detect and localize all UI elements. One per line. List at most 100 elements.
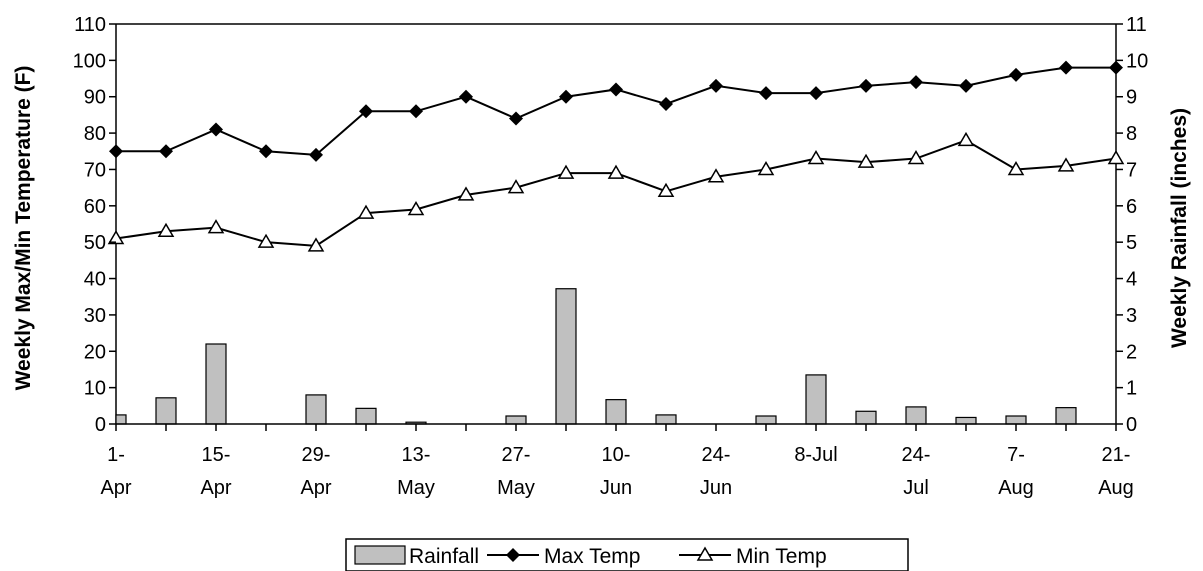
rainfall-bar xyxy=(305,394,327,425)
max-temp-point xyxy=(1059,60,1073,75)
legend-label-rainfall: Rainfall xyxy=(409,545,479,568)
x-tick-label: Aug xyxy=(1098,477,1134,499)
rainfall-bar xyxy=(905,406,927,425)
max-temp-point xyxy=(159,144,173,159)
min-temp-point xyxy=(257,233,275,248)
x-tick-label: 7- xyxy=(1007,444,1025,466)
min-temp-point xyxy=(957,131,975,147)
rainfall-bar xyxy=(655,414,677,425)
x-tick-label: 8-Jul xyxy=(794,444,837,466)
x-tick-label: Jul xyxy=(903,477,929,499)
max-temp-point xyxy=(459,89,473,104)
temperature-lines xyxy=(107,60,1125,252)
y-tick-label-left: 70 xyxy=(84,159,106,181)
max-temp-point xyxy=(359,104,373,119)
y-tick-label-right: 3 xyxy=(1126,305,1137,327)
legend-label-min-temp: Min Temp xyxy=(736,545,827,568)
y-tick-label-left: 50 xyxy=(84,232,106,254)
x-tick-label: 21- xyxy=(1102,444,1131,466)
x-tick-label: 10- xyxy=(602,444,631,466)
legend-label-max-temp: Max Temp xyxy=(544,545,640,568)
y-tick-label-right: 0 xyxy=(1126,414,1137,436)
y-tick-label-left: 40 xyxy=(84,269,106,291)
max-temp-point xyxy=(1009,67,1023,82)
rainfall-bar xyxy=(555,288,577,425)
rainfall-bar xyxy=(805,374,827,425)
min-temp-point xyxy=(107,230,125,245)
min-temp-point xyxy=(1107,150,1125,165)
legend-frame xyxy=(345,538,909,571)
max-temp-point xyxy=(409,104,423,119)
rainfall-bar xyxy=(605,399,627,425)
min-temp-point xyxy=(807,150,825,165)
x-tick-label: 1- xyxy=(107,444,125,466)
min-temp-point xyxy=(357,204,375,219)
max-temp-point xyxy=(809,86,823,101)
y-axis-title-right: Weekly Rainfall (inches) xyxy=(1168,108,1191,348)
min-temp-point xyxy=(557,164,575,179)
max-temp-point xyxy=(209,122,223,137)
rainfall-bar xyxy=(755,415,777,425)
max-temp-point xyxy=(309,147,323,162)
x-tick-label: May xyxy=(497,477,535,499)
min-temp-point xyxy=(857,153,875,168)
rainfall-bars xyxy=(115,288,1077,425)
rainfall-bar xyxy=(115,414,127,425)
min-temp-point xyxy=(307,237,325,252)
min-temp-point xyxy=(507,179,525,194)
min-temp-point xyxy=(1057,157,1075,172)
y-tick-label-left: 100 xyxy=(73,50,106,72)
x-tick-label: 27- xyxy=(502,444,531,466)
max-temp-point xyxy=(659,97,673,111)
legend-marker-min-temp xyxy=(696,546,714,561)
min-temp-point xyxy=(657,182,675,198)
y-tick-label-right: 10 xyxy=(1126,50,1148,72)
min-temp-point xyxy=(1007,160,1025,176)
y-tick-label-right: 4 xyxy=(1126,269,1137,291)
x-tick-label: Jun xyxy=(600,477,632,499)
x-tick-label: 13- xyxy=(402,444,431,466)
y-tick-label-right: 6 xyxy=(1126,196,1137,218)
y-tick-label-left: 90 xyxy=(84,87,106,109)
max-temp-point xyxy=(759,86,773,101)
max-temp-point xyxy=(1109,60,1123,75)
y-tick-label-right: 5 xyxy=(1126,232,1137,254)
min-temp-point xyxy=(207,219,225,234)
rainfall-bar xyxy=(1055,407,1077,425)
y-tick-label-left: 60 xyxy=(84,196,106,218)
min-temp-point xyxy=(407,200,425,216)
legend-swatch-rainfall xyxy=(354,545,406,565)
x-tick-label: Aug xyxy=(998,477,1034,499)
y-tick-label-left: 10 xyxy=(84,378,106,400)
rainfall-bar xyxy=(1005,415,1027,425)
max-temp-point xyxy=(709,78,723,93)
x-tick-label: 24- xyxy=(702,444,731,466)
max-temp-point xyxy=(959,78,973,93)
axes: 0 10 20 30 40 50 60 70 80 90 100 110 0 1 2 3 4 5 6 7 8 9 10 11 1… xyxy=(73,14,1149,499)
min-temp-point xyxy=(607,164,625,179)
x-tick-label: Apr xyxy=(100,477,131,499)
legend: Rainfall Max Temp Min Temp xyxy=(345,538,909,571)
y-tick-label-left: 30 xyxy=(84,305,106,327)
min-temp-point xyxy=(757,160,775,176)
rainfall-bar xyxy=(355,407,377,425)
y-tick-label-right: 9 xyxy=(1126,87,1137,109)
rainfall-bar xyxy=(205,343,227,425)
y-axis-title-left: Weekly Max/Min Temperature (F) xyxy=(12,66,35,391)
x-tick-label: May xyxy=(397,477,435,499)
x-tick-label: Apr xyxy=(200,477,231,499)
y-tick-label-right: 2 xyxy=(1126,341,1137,363)
y-tick-label-right: 7 xyxy=(1126,159,1137,181)
legend-marker-max-temp xyxy=(506,548,520,562)
rainfall-bar xyxy=(505,415,527,425)
rainfall-bar xyxy=(155,397,177,425)
max-temp-point xyxy=(909,75,923,90)
min-temp-point xyxy=(457,186,475,201)
max-temp-point xyxy=(559,89,573,104)
y-tick-label-left: 0 xyxy=(95,414,106,436)
min-temp-point xyxy=(707,168,725,183)
y-tick-label-left: 110 xyxy=(74,14,106,36)
y-tick-label-right: 11 xyxy=(1126,14,1147,36)
max-temp-point xyxy=(609,82,623,97)
